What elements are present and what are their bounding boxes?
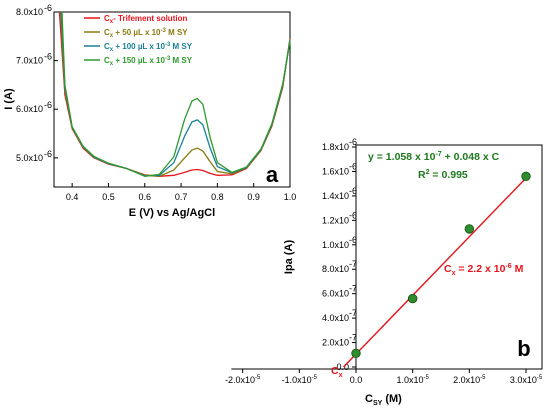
panel-b-y-tick-label: 1.8x10 (322, 142, 349, 152)
panel-b-r-squared: R2 = 0.995 (418, 169, 468, 181)
panel-b-y-tick-label: 0.0 (336, 362, 349, 372)
panel-a-y-tick-exponent: -6 (44, 3, 52, 13)
panel-b-data-point (521, 171, 531, 182)
panel-b-y-tick-label: 2.0x10 (322, 338, 349, 348)
panel-a-ylabel: I (A) (3, 88, 15, 110)
panel-b-y-tick-label: 1.0x10 (322, 240, 349, 250)
panel-b-y-tick-label: 1.2x10 (322, 215, 349, 225)
panel-b-x-tick-label: 1.0x10-5 (396, 375, 429, 385)
panel-b-xlabel: CSY (M) (365, 393, 402, 407)
panel-b-y-tick-label: 8.0x10 (322, 264, 349, 274)
panel-a-x-tick-label: 0.8 (211, 192, 224, 202)
panel-b-label: b (517, 336, 530, 361)
panel-b-y-tick-exponent: -6 (349, 210, 357, 220)
panel-b-data-point (351, 348, 361, 359)
panel-b-y-tick-label: 1.4x10 (322, 191, 349, 201)
panel-a-legend-entry-1: Cx- Trifement solution (104, 14, 187, 25)
panel-a-y-tick-exponent: -6 (44, 100, 52, 110)
panel-a-x-ticks: 0.4 0.5 0.6 0.7 0.8 0.9 1.0 (66, 183, 296, 202)
panel-a-x-tick-label: 1.0 (284, 192, 297, 202)
panel-a-y-tick-label: 5.0x10 (16, 153, 43, 163)
panel-a-series (58, 11, 291, 177)
panel-a-legend: Cx- Trifement solution Cx + 50 µL x 10-3 … (84, 14, 193, 67)
panel-a-x-tick-label: 0.7 (175, 192, 188, 202)
panel-a-x-tick-label: 0.9 (247, 192, 260, 202)
panel-b-fit-line (343, 174, 530, 368)
panel-b-fit-line-group (343, 174, 530, 368)
panel-b-x-tick-label: 2.0x10-5 (453, 375, 486, 385)
panel-b-chart: -2.0x10-5 -1.0x10-5 0.0 1.0x10-5 2.0x10-5 3.0… (225, 137, 543, 407)
panel-b-y-tick-exponent: -7 (349, 259, 357, 269)
panel-b-y-tick-label: 6.0x10 (322, 289, 349, 299)
panel-b-x-tick-label: -1.0x10-5 (282, 375, 318, 385)
panel-b-data-point (407, 293, 418, 304)
panel-b-y-tick-exponent: -6 (349, 235, 357, 245)
panel-b-points (351, 171, 531, 359)
panel-b-y-tick-exponent: -6 (349, 161, 357, 171)
panel-b-y-tick-exponent: -7 (349, 308, 357, 318)
panel-b-y-tick-label: 1.6x10 (322, 166, 349, 176)
panel-b-y-ticks: 0.02.0x10 -74.0x10 -76.0x10 -78.0x10 -71.0x1… (322, 137, 357, 372)
panel-a-legend-entry-4: Cx + 150 µL x 10-3 M SY (104, 56, 193, 67)
panel-a-chart: 0.4 0.5 0.6 0.7 0.8 0.9 1.0 5.0x10 -66.0x10 -67.… (3, 3, 296, 219)
panel-b-equation: y = 1.058 x 10-7 + 0.048 x C (368, 151, 500, 163)
panel-a-y-tick-label: 8.0x10 (16, 7, 43, 17)
panel-a-x-tick-label: 0.6 (139, 192, 152, 202)
panel-a-label: a (266, 162, 279, 187)
panel-b-data-point (464, 224, 475, 234)
panel-b-y-tick-exponent: -6 (349, 186, 357, 196)
panel-b-x-tick-label: 3.0x10-5 (510, 375, 543, 385)
panel-a-y-tick-exponent: -6 (44, 52, 52, 62)
panel-b-y-tick-exponent: -7 (349, 333, 357, 343)
panel-a-y-ticks: 5.0x10 -66.0x10 -67.0x10 -68.0x10 -6 (16, 3, 58, 163)
panel-b-y-tick-exponent: -7 (349, 284, 357, 294)
panel-b-x-tick-label: 0.0 (350, 375, 363, 385)
panel-b-y-tick-label: 4.0x10 (322, 313, 349, 323)
panel-b-y-tick-exponent: -6 (349, 137, 357, 147)
panel-b-x-tick-label: -2.0x10-5 (225, 375, 261, 385)
panel-b-cx-value: Cx = 2.2 x 10-6 M (444, 263, 524, 277)
panel-b-x-ticks: -2.0x10-5 -1.0x10-5 0.0 1.0x10-5 2.0x10-5 3.0… (225, 368, 543, 385)
panel-a-xlabel: E (V) vs Ag/AgCl (129, 207, 215, 219)
panel-a-legend-entry-3: Cx + 100 µL x 10-3 M SY (104, 42, 193, 53)
panel-a-x-tick-label: 0.4 (66, 192, 79, 202)
panel-a-y-tick-label: 6.0x10 (16, 104, 43, 114)
panel-b-cx-axis-marker: Cx (331, 365, 343, 379)
panel-a-series-line-4 (61, 11, 291, 177)
panel-b-ylabel: Ipa (A) (283, 240, 295, 275)
panel-a-y-tick-label: 7.0x10 (16, 56, 43, 66)
panel-a-y-tick-exponent: -6 (44, 149, 52, 159)
panel-a-x-tick-label: 0.5 (102, 192, 115, 202)
panel-a-legend-entry-2: Cx + 50 µL x 10-3 M SY (104, 28, 188, 39)
panel-b-frame (355, 144, 543, 370)
panel-a-frame (53, 11, 291, 188)
